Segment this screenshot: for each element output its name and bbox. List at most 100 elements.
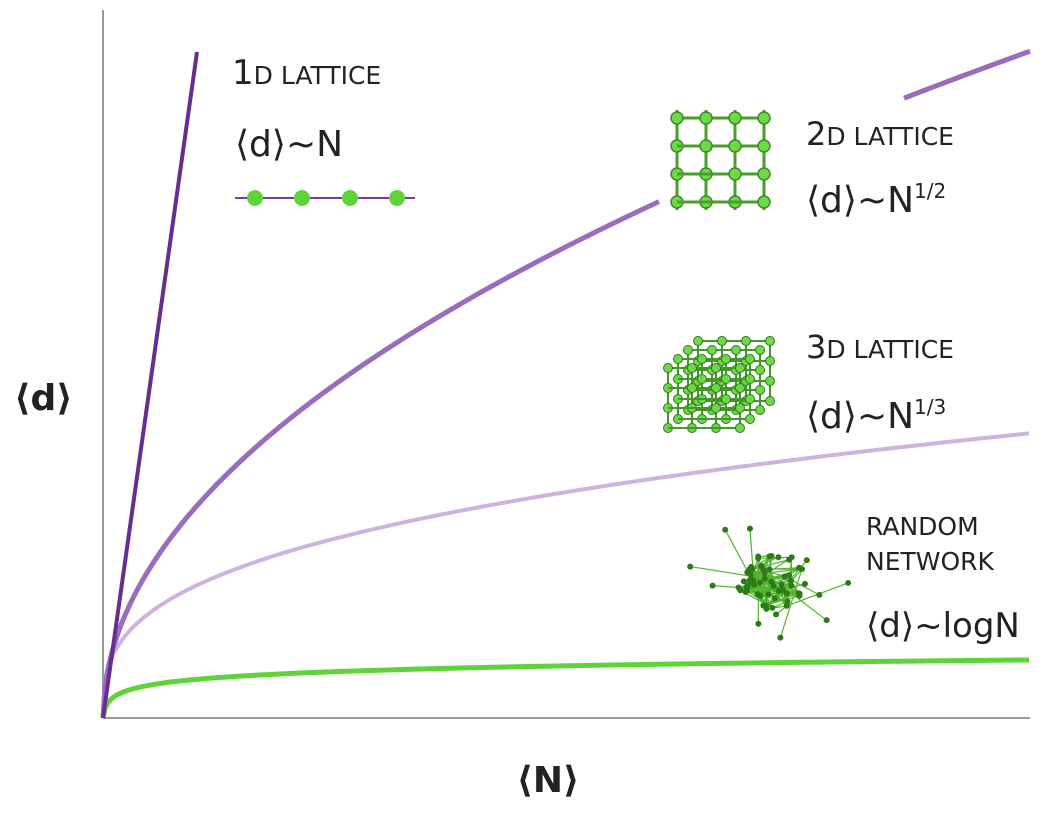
icon-3d bbox=[664, 337, 775, 433]
network-node bbox=[755, 621, 761, 627]
network-node bbox=[796, 565, 802, 571]
cube-node bbox=[756, 366, 765, 375]
network-node bbox=[776, 588, 782, 594]
cube-node bbox=[756, 386, 765, 395]
network-node bbox=[766, 566, 772, 572]
title-rest: D LATTICE bbox=[254, 61, 382, 90]
label-random-line-1: RANDOM bbox=[866, 512, 979, 541]
network-node bbox=[802, 581, 808, 587]
curve-2d bbox=[103, 202, 659, 718]
cube-node bbox=[698, 355, 707, 364]
curve-log bbox=[103, 660, 1029, 718]
network-node bbox=[748, 572, 754, 578]
network-node bbox=[710, 583, 716, 589]
network-node bbox=[745, 583, 751, 589]
network-node bbox=[816, 592, 822, 598]
network-node bbox=[757, 580, 763, 586]
cube-node bbox=[756, 406, 765, 415]
title-number: 2 bbox=[806, 115, 826, 153]
network-node bbox=[748, 564, 754, 570]
label-3d-title: 3D LATTICE bbox=[806, 328, 954, 366]
grid-node bbox=[729, 112, 741, 124]
label-random-line-2: NETWORK bbox=[866, 547, 995, 576]
label-3d-formula: ⟨d⟩~N1/3 bbox=[806, 395, 946, 437]
cube-node bbox=[732, 346, 741, 355]
network-node bbox=[758, 563, 764, 569]
network-node bbox=[775, 554, 781, 560]
icon-random-network bbox=[687, 526, 851, 641]
network-node bbox=[796, 593, 802, 599]
grid-node bbox=[700, 112, 712, 124]
title-number: 3 bbox=[806, 328, 826, 366]
cube-node bbox=[712, 384, 721, 393]
title-rest: D LATTICE bbox=[826, 335, 954, 364]
formula: ⟨d⟩~N bbox=[806, 180, 914, 221]
network-edge bbox=[713, 586, 739, 588]
curve-1d bbox=[103, 52, 197, 718]
network-node bbox=[687, 564, 693, 570]
label-2d-formula: ⟨d⟩~N1/2 bbox=[806, 179, 946, 221]
cube-node bbox=[736, 364, 745, 373]
title-number: 1 bbox=[232, 53, 254, 93]
cube-node bbox=[694, 337, 703, 346]
title-rest: D LATTICE bbox=[826, 122, 954, 151]
network-node bbox=[785, 599, 791, 605]
cube-node bbox=[736, 404, 745, 413]
cube-node bbox=[766, 377, 775, 386]
cube-node bbox=[688, 364, 697, 373]
network-node bbox=[755, 554, 761, 560]
grid-node bbox=[758, 196, 770, 208]
cube-node bbox=[756, 346, 765, 355]
label-1d-title: 1D LATTICE bbox=[232, 53, 381, 93]
cube-node bbox=[766, 357, 775, 366]
network-node bbox=[736, 585, 742, 591]
cube-node bbox=[712, 364, 721, 373]
exponent: 1/3 bbox=[914, 395, 946, 419]
network-node bbox=[804, 557, 810, 563]
network-node bbox=[769, 605, 775, 611]
cube-node bbox=[688, 384, 697, 393]
title-line: RANDOM bbox=[866, 512, 979, 541]
network-node bbox=[777, 635, 783, 641]
grid-node bbox=[758, 168, 770, 180]
y-axis-label-text: ⟨d⟩ bbox=[14, 378, 73, 419]
cube-node bbox=[736, 384, 745, 393]
cube-node bbox=[718, 337, 727, 346]
network-node bbox=[762, 575, 768, 581]
network-node bbox=[758, 593, 764, 599]
network-node bbox=[767, 553, 773, 559]
cube-node bbox=[698, 375, 707, 384]
cube-node bbox=[664, 364, 673, 373]
network-node bbox=[788, 578, 794, 584]
cube-node bbox=[746, 355, 755, 364]
x-axis-label-text: ⟨N⟩ bbox=[516, 760, 579, 801]
cube-node bbox=[722, 355, 731, 364]
icon-1d bbox=[235, 190, 415, 206]
network-node bbox=[778, 582, 784, 588]
network-node bbox=[773, 611, 779, 617]
cube-node bbox=[746, 375, 755, 384]
network-node bbox=[784, 591, 790, 597]
label-2d-title: 2D LATTICE bbox=[806, 115, 954, 153]
cube-node bbox=[766, 337, 775, 346]
network-node bbox=[765, 591, 771, 597]
grid-node bbox=[700, 140, 712, 152]
network-node bbox=[763, 606, 769, 612]
network-node bbox=[824, 617, 830, 623]
cube-node bbox=[736, 424, 745, 433]
y-axis-label: ⟨d⟩ bbox=[14, 378, 73, 419]
cube-node bbox=[766, 397, 775, 406]
grid-node bbox=[758, 140, 770, 152]
cube-node bbox=[712, 404, 721, 413]
grid-node bbox=[758, 112, 770, 124]
cube-node bbox=[746, 415, 755, 424]
network-node bbox=[768, 579, 774, 585]
network-node bbox=[741, 578, 747, 584]
grid-node bbox=[671, 112, 683, 124]
curve-2d-end bbox=[904, 51, 1030, 98]
label-1d-formula: ⟨d⟩~N bbox=[235, 124, 343, 165]
network-node bbox=[845, 580, 851, 586]
diagram: ⟨d⟩ ⟨N⟩ 1D LATTICE ⟨d⟩~N 2D LATTICE ⟨d⟩~… bbox=[0, 0, 1048, 814]
x-axis-label: ⟨N⟩ bbox=[516, 760, 579, 801]
title-line: NETWORK bbox=[866, 547, 995, 576]
